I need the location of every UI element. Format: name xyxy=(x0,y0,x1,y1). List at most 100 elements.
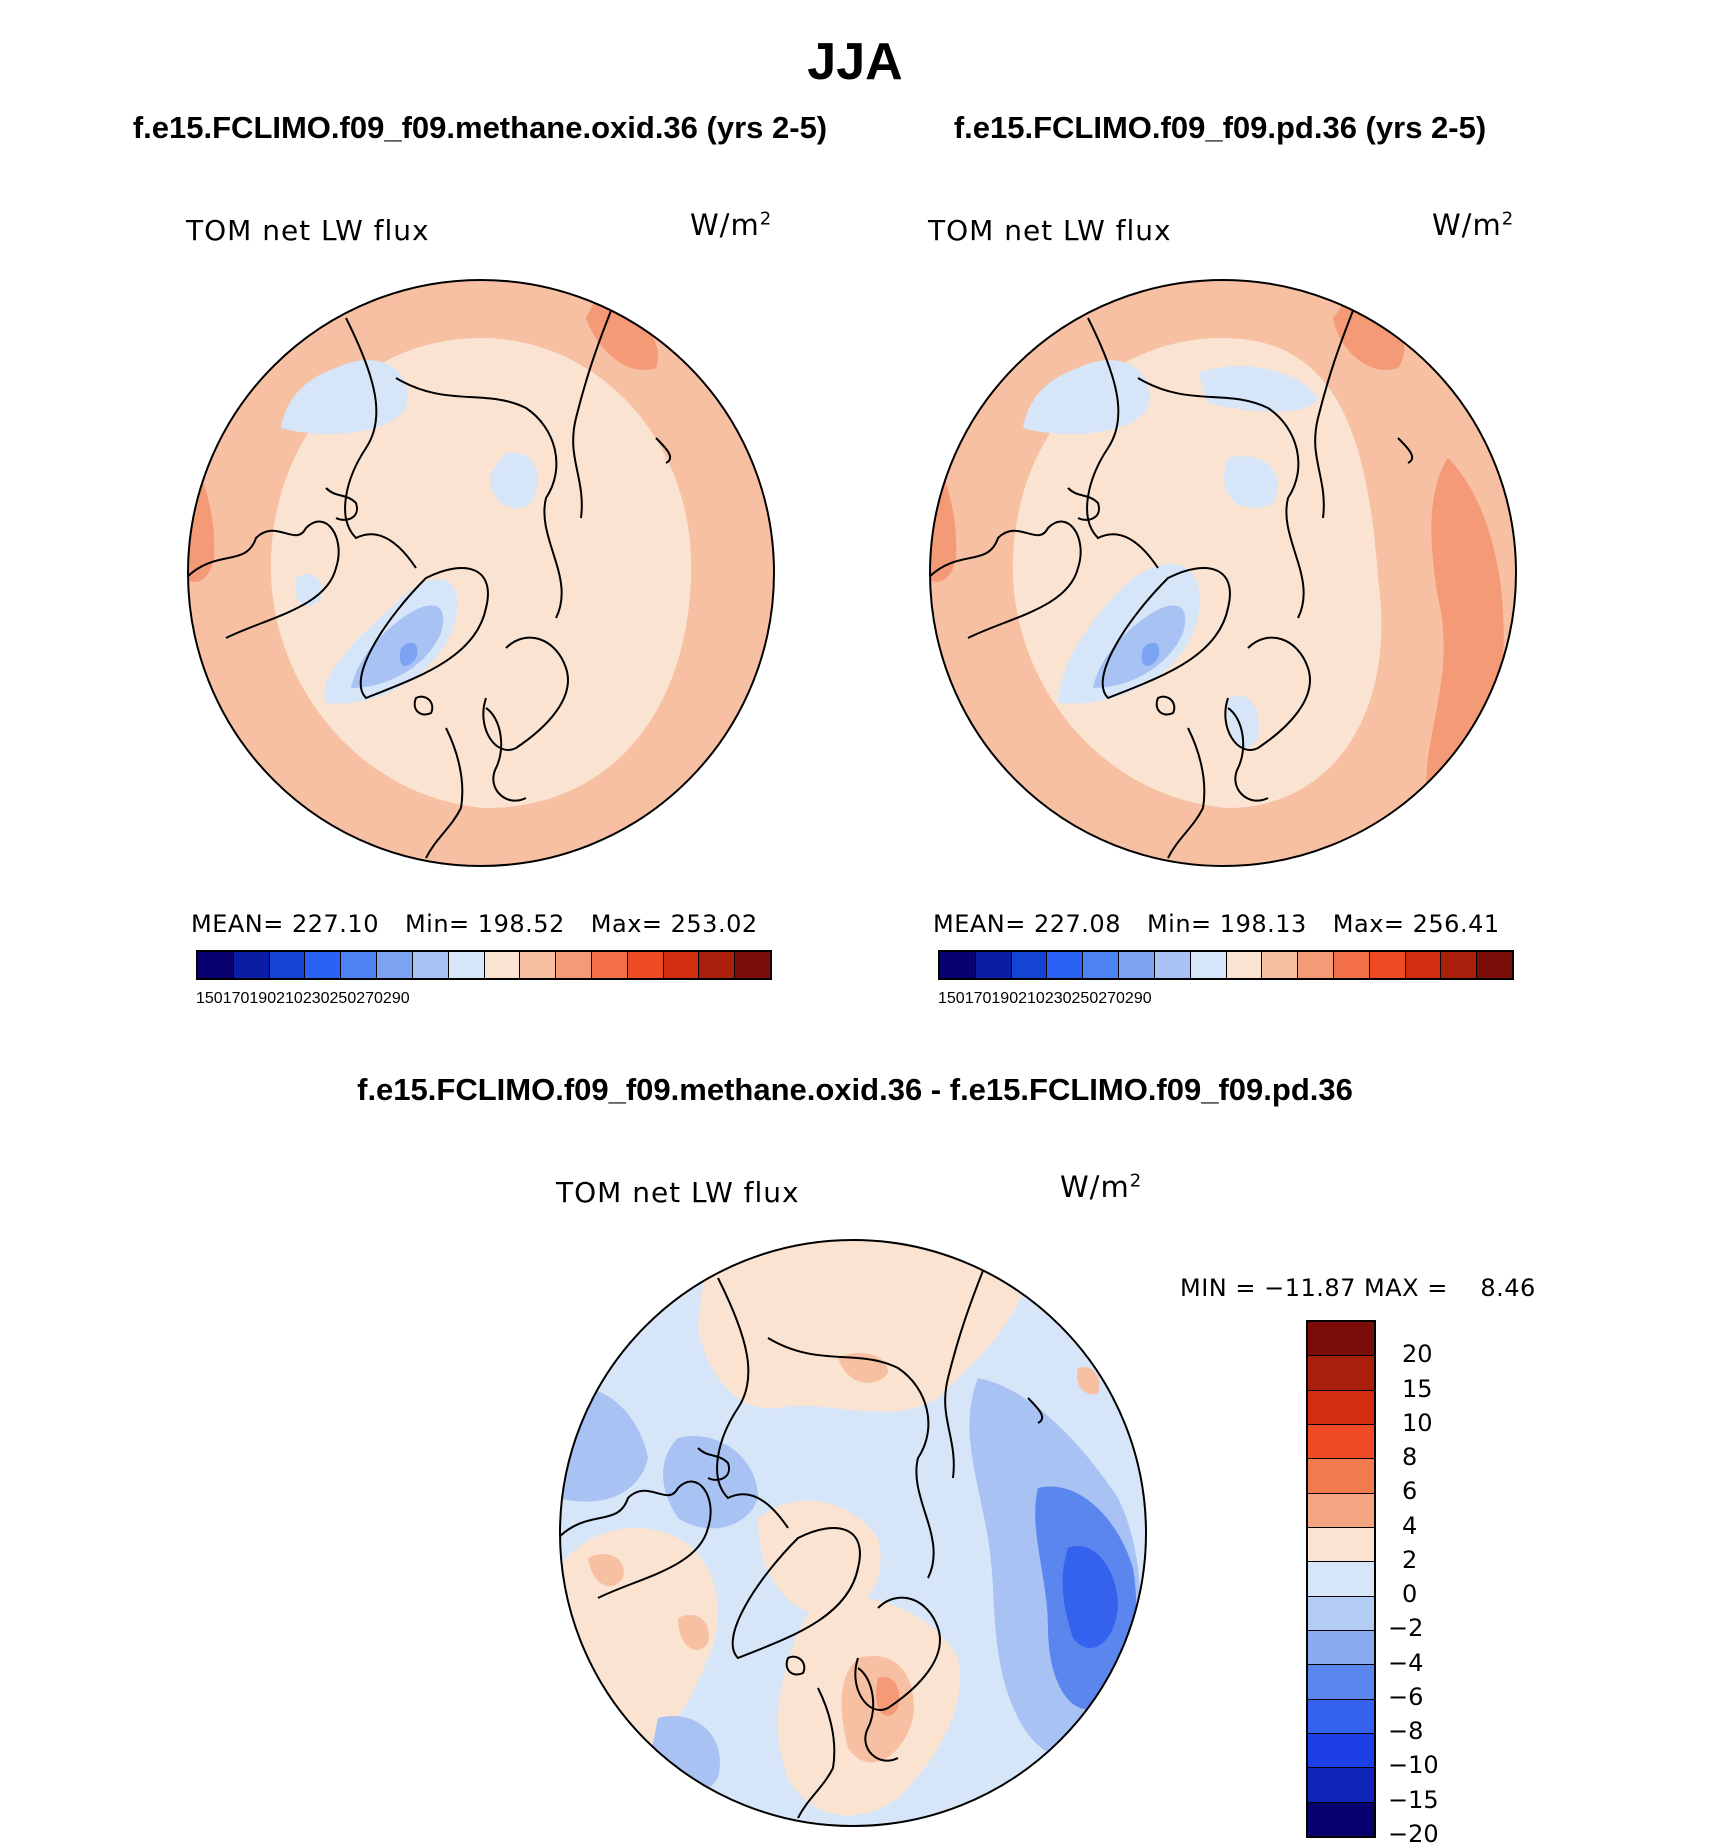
colorbar-tick-label: −15 xyxy=(1388,1785,1439,1814)
warm-patch-west xyxy=(588,1554,624,1587)
colorbar-swatch xyxy=(1011,952,1048,978)
diff-colorbar xyxy=(1306,1320,1376,1838)
colorbar-swatch xyxy=(1047,952,1084,978)
panel1-polar-map xyxy=(187,279,775,867)
panel2-variable-label: TOM net LW flux xyxy=(928,214,1172,247)
panel2-mean: MEAN= 227.08 xyxy=(933,910,1121,938)
cool-patch-greenland xyxy=(351,605,444,688)
colorbar-swatch xyxy=(1477,952,1512,978)
colorbar-tick-label: 230 xyxy=(302,990,330,1007)
colorbar-tick-label: −8 xyxy=(1388,1717,1424,1746)
cool-region-east-core xyxy=(1062,1546,1118,1648)
colorbar-swatch xyxy=(198,952,234,978)
panel1-max: Max= 253.02 xyxy=(590,910,758,938)
colorbar-tick-label: 20 xyxy=(1402,1340,1433,1369)
colorbar-swatch xyxy=(269,952,306,978)
colorbar-swatch xyxy=(1308,1562,1374,1597)
cool-patch-greenland-core xyxy=(399,642,418,667)
colorbar-tick-label: −4 xyxy=(1388,1648,1424,1677)
cool-patch-greenland-core xyxy=(1141,642,1160,667)
colorbar-tick-label: 290 xyxy=(1124,990,1152,1007)
colorbar-swatch xyxy=(305,952,342,978)
colorbar-tick-label: −20 xyxy=(1388,1820,1439,1848)
colorbar-tick-label: 4 xyxy=(1402,1511,1418,1540)
colorbar-swatch xyxy=(663,952,700,978)
colorbar-tick-label: −2 xyxy=(1388,1614,1424,1643)
cool-patch-center xyxy=(490,452,538,509)
map-boundary xyxy=(559,1239,1147,1827)
panel1-units: W/m2 xyxy=(690,208,773,242)
panel2-coastlines xyxy=(930,297,1414,859)
colorbar-tick-label: 270 xyxy=(1098,990,1125,1007)
colorbar-swatch xyxy=(233,952,270,978)
diff-units: W/m2 xyxy=(1060,1170,1143,1204)
panel1-colorbar xyxy=(196,950,772,980)
warm-region-north xyxy=(698,1240,1038,1412)
colorbar-swatch xyxy=(1154,952,1191,978)
diff-colorbar-ticks: 20 15 10 8 6 4 2 0 −2 −4 −6 −8 −10 −15 −20 xyxy=(1388,1320,1508,1848)
colorbar-tick-label: 270 xyxy=(356,990,383,1007)
colorbar-swatch xyxy=(484,952,521,978)
colorbar-swatch xyxy=(1369,952,1406,978)
colorbar-swatch xyxy=(341,952,378,978)
panel1-stats: MEAN= 227.10 Min= 198.52 Max= 253.02 xyxy=(191,910,758,938)
warm-patch-ne xyxy=(1077,1367,1100,1395)
colorbar-swatch xyxy=(1119,952,1155,978)
cool-patch-center xyxy=(1224,456,1278,508)
panel1-min: Min= 198.52 xyxy=(404,910,565,938)
colorbar-tick-label: 190 xyxy=(991,990,1019,1007)
colorbar-swatch xyxy=(1308,1459,1374,1494)
colorbar-swatch xyxy=(1333,952,1370,978)
panel2-max: Max= 256.41 xyxy=(1332,910,1500,938)
diff-coastlines xyxy=(560,1257,1044,1819)
warm-region-scandinavia-core xyxy=(876,1677,900,1716)
panel1-case-title: f.e15.FCLIMO.f09_f09.methane.oxid.36 (yr… xyxy=(132,110,828,145)
colorbar-swatch xyxy=(1298,952,1334,978)
colorbar-swatch xyxy=(1308,1390,1374,1425)
diff-variable-label: TOM net LW flux xyxy=(556,1176,800,1209)
colorbar-swatch xyxy=(1308,1493,1374,1528)
colorbar-tick-label: −6 xyxy=(1388,1682,1424,1711)
panel2-units: W/m2 xyxy=(1432,208,1515,242)
colorbar-swatch xyxy=(591,952,628,978)
map-boundary xyxy=(929,279,1517,867)
colorbar-tick-label: 230 xyxy=(1044,990,1072,1007)
cool-region-archipelago xyxy=(663,1436,758,1529)
colorbar-swatch xyxy=(1405,952,1442,978)
colorbar-swatch xyxy=(1308,1768,1374,1803)
colorbar-swatch xyxy=(1226,952,1263,978)
map-boundary xyxy=(187,279,775,867)
colorbar-swatch xyxy=(1308,1322,1374,1357)
colorbar-tick-label: 210 xyxy=(276,990,303,1007)
colorbar-tick-label: 170 xyxy=(222,990,250,1007)
colorbar-swatch xyxy=(448,952,485,978)
colorbar-tick-label: 210 xyxy=(1018,990,1045,1007)
colorbar-swatch xyxy=(556,952,592,978)
colorbar-tick-label: 8 xyxy=(1402,1443,1418,1472)
panel2-case-title: f.e15.FCLIMO.f09_f09.pd.36 (yrs 2-5) xyxy=(953,110,1487,145)
colorbar-swatch xyxy=(735,952,770,978)
panel2-stats: MEAN= 227.08 Min= 198.13 Max= 256.41 xyxy=(933,910,1500,938)
diff-polar-map xyxy=(559,1239,1147,1827)
colorbar-swatch xyxy=(975,952,1012,978)
colorbar-swatch xyxy=(940,952,976,978)
cool-patch-greenland xyxy=(1093,605,1186,688)
colorbar-tick-label: 250 xyxy=(329,990,357,1007)
colorbar-swatch xyxy=(1308,1733,1374,1769)
panel1-mean: MEAN= 227.10 xyxy=(191,910,379,938)
panel1-colorbar-ticks: 150170190210230250270290 xyxy=(196,990,772,1020)
colorbar-swatch xyxy=(1190,952,1227,978)
panel1-coastlines xyxy=(188,297,672,859)
colorbar-tick-label: 290 xyxy=(382,990,410,1007)
colorbar-swatch xyxy=(1308,1527,1374,1563)
colorbar-swatch xyxy=(1308,1424,1374,1460)
diff-case-title: f.e15.FCLIMO.f09_f09.methane.oxid.36 - f… xyxy=(357,1072,1353,1107)
colorbar-swatch xyxy=(1262,952,1299,978)
colorbar-swatch xyxy=(1441,952,1478,978)
colorbar-tick-label: 170 xyxy=(964,990,992,1007)
panel2-colorbar xyxy=(938,950,1514,980)
colorbar-swatch xyxy=(377,952,413,978)
colorbar-tick-label: 2 xyxy=(1402,1545,1418,1574)
panel1-variable-label: TOM net LW flux xyxy=(186,214,430,247)
colorbar-tick-label: 150 xyxy=(938,990,965,1007)
